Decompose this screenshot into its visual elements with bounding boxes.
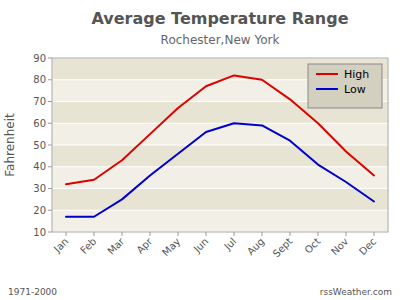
x-tick-mark [94, 232, 95, 236]
x-tick-mark [346, 232, 347, 236]
subtitle: Rochester,New York [161, 33, 280, 47]
tick-label: 20 [33, 205, 46, 216]
grid-line [52, 145, 388, 146]
tick-label: 40 [33, 161, 46, 172]
category-label: Sept [271, 236, 295, 260]
category-label: Jan [51, 236, 70, 255]
category-label: Jun [191, 236, 211, 256]
grid-line [52, 166, 388, 167]
legend-label: High [344, 68, 369, 81]
x-tick-mark [122, 232, 123, 236]
tick-mark [48, 123, 52, 124]
category-label: Mar [105, 235, 127, 257]
tick-mark [48, 79, 52, 80]
x-tick-mark [318, 232, 319, 236]
tick-mark [48, 166, 52, 167]
chart: 10 20 30 40 50 60 70 80 90 Jan Feb Mar AprMay Jun Jul A… [0, 0, 400, 300]
x-tick-mark [234, 232, 235, 236]
category-label: Feb [78, 236, 98, 256]
category-label: Dec [357, 236, 378, 257]
category-label: Nov [329, 236, 351, 258]
plot-frame [52, 58, 388, 232]
line [66, 123, 374, 217]
category-label: Apr [134, 235, 155, 256]
title: Average Temperature Range [91, 9, 348, 28]
x-tick-mark [290, 232, 291, 236]
x-tick-mark [262, 232, 263, 236]
plot-background [52, 58, 388, 232]
category-label: May [160, 236, 182, 258]
category-label: Jul [221, 236, 238, 253]
tick-label: 60 [33, 118, 46, 129]
category-label: Aug [245, 236, 267, 258]
x-tick-mark [66, 232, 67, 236]
tick-label: 80 [33, 74, 46, 85]
x-tick-mark [178, 232, 179, 236]
tick-mark [48, 210, 52, 211]
x-tick-mark [374, 232, 375, 236]
footnote: 1971-2000 [8, 287, 57, 297]
tick-mark [48, 58, 52, 59]
legend [308, 64, 382, 108]
band [52, 210, 388, 232]
legend-swatch [316, 88, 338, 90]
tick-label: 90 [33, 53, 46, 64]
footnote: rssWeather.com [320, 287, 392, 297]
tick-mark [48, 101, 52, 102]
legend-label: Low [344, 83, 366, 96]
tick-label: 70 [33, 96, 46, 107]
category-label: Oct [302, 236, 322, 256]
x-tick-mark [150, 232, 151, 236]
tick-label: 30 [33, 183, 46, 194]
tick-mark [48, 188, 52, 189]
tick-label: 10 [33, 227, 46, 238]
grid-line [52, 188, 388, 189]
legend-swatch [316, 73, 338, 75]
tick-label: 50 [33, 140, 46, 151]
x-tick-mark [206, 232, 207, 236]
y-axis-label: Fahrenheit [3, 113, 17, 177]
tick-mark [48, 145, 52, 146]
tick-mark [48, 232, 52, 233]
grid-line [52, 123, 388, 124]
